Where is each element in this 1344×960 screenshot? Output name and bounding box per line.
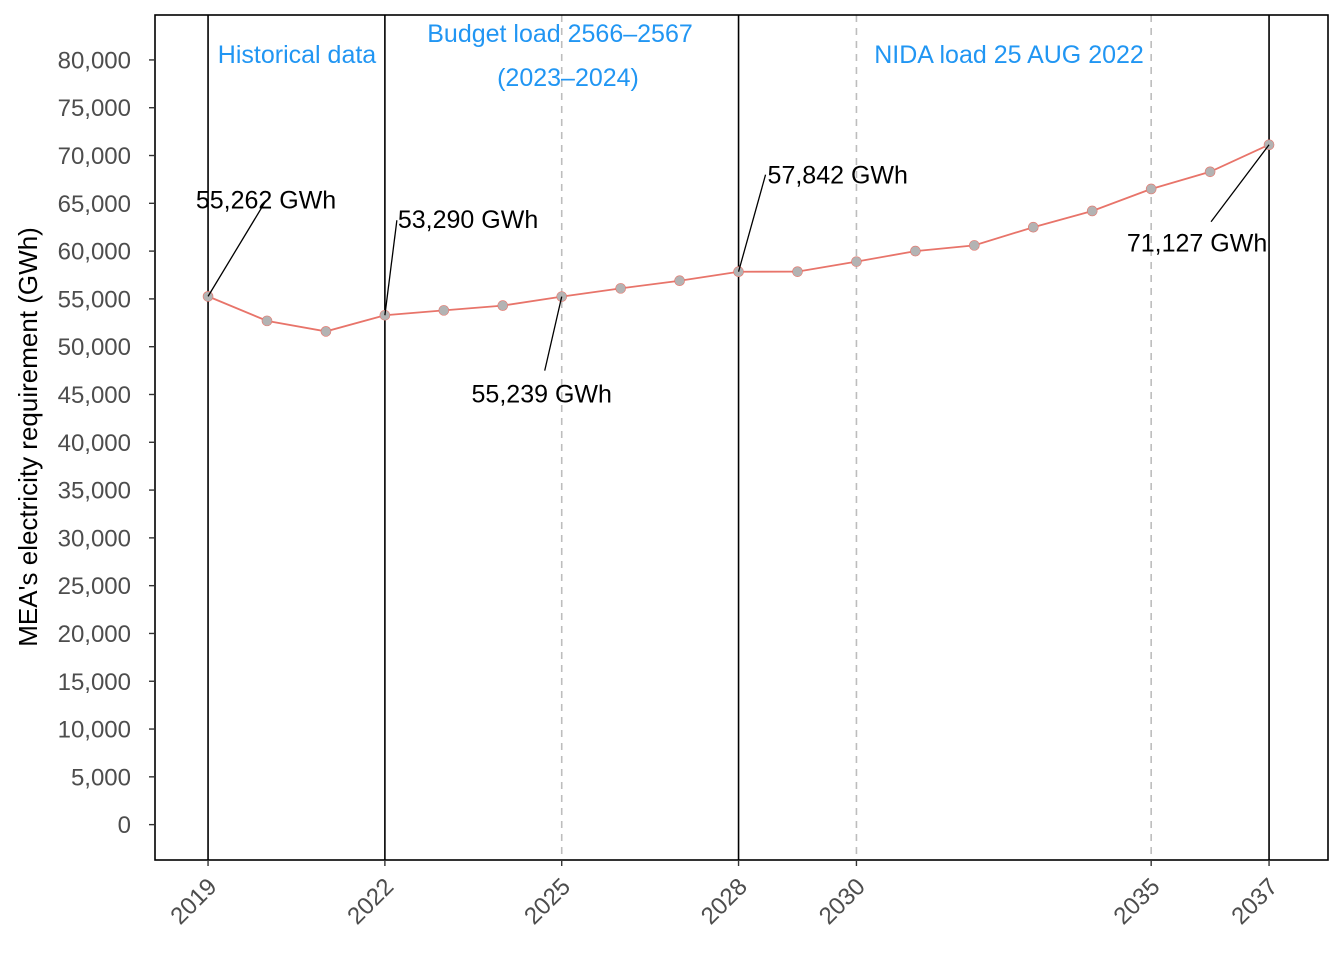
annotation-label: 53,290 GWh	[398, 206, 538, 234]
x-tick-label: 2037	[1226, 873, 1283, 930]
x-tick-label: 2035	[1109, 873, 1166, 930]
data-point	[969, 240, 980, 251]
y-tick-label: 65,000	[58, 191, 131, 218]
region-label-budget-line1: Budget load 2566–2567	[427, 20, 693, 48]
annotation-label: 71,127 GWh	[1127, 230, 1267, 258]
annotation-label: 57,842 GWh	[768, 162, 908, 190]
annotation-leader	[1210, 144, 1270, 223]
plot-panel-border	[154, 14, 1329, 861]
y-tick-label: 10,000	[58, 717, 131, 744]
annotation-leader	[207, 200, 267, 297]
y-tick-label: 20,000	[58, 621, 131, 648]
data-point	[851, 256, 862, 267]
data-point	[1086, 205, 1098, 217]
y-tick-label: 25,000	[58, 573, 131, 600]
annotation-label: 55,262 GWh	[196, 186, 336, 214]
data-point	[320, 326, 332, 337]
y-axis-label: MEA's electricity requirement (GWh)	[13, 227, 43, 647]
x-tick-label: 2028	[696, 873, 753, 930]
data-point	[1204, 166, 1216, 178]
x-tick-label: 2030	[814, 873, 871, 930]
y-tick-label: 40,000	[58, 430, 131, 457]
y-tick-label: 60,000	[58, 239, 131, 266]
data-point	[1027, 221, 1039, 233]
data-point	[910, 245, 921, 257]
y-tick-label: 50,000	[58, 334, 131, 361]
region-label-nida: NIDA load 25 AUG 2022	[874, 41, 1144, 69]
y-tick-label: 80,000	[58, 47, 131, 74]
axis-tick-marks	[149, 59, 1270, 866]
y-tick-label: 45,000	[58, 382, 131, 409]
annotation-leader-lines	[207, 144, 1270, 371]
annotation-leader	[737, 174, 767, 272]
data-annotations: 55,262 GWh 53,290 GWh 55,239 GWh 57,842 GWh…	[196, 162, 1267, 409]
y-tick-label: 15,000	[58, 669, 131, 696]
y-tick-label: 0	[118, 812, 131, 839]
y-axis-tick-labels: 0 5,000 10,000 15,000 20,000 25,000 30,000 35,0…	[58, 47, 131, 839]
data-point	[497, 300, 509, 311]
data-point	[615, 283, 626, 294]
region-label-historical: Historical data	[218, 41, 376, 69]
y-tick-label: 55,000	[58, 286, 131, 313]
region-label-budget-line2: (2023–2024)	[497, 64, 639, 92]
annotation-leader	[384, 220, 398, 316]
y-tick-label: 5,000	[71, 764, 131, 791]
x-axis-tick-labels: 2019 2022 2025 2028 2030 2035 2037	[165, 873, 1283, 930]
data-point	[674, 275, 685, 287]
x-tick-label: 2022	[342, 873, 399, 930]
data-point	[792, 266, 803, 277]
y-tick-label: 30,000	[58, 525, 131, 552]
vertical-reference-lines	[207, 15, 1270, 860]
x-tick-label: 2019	[165, 873, 222, 930]
data-point	[261, 315, 273, 327]
annotation-label: 55,239 GWh	[472, 381, 612, 409]
y-tick-label: 75,000	[58, 95, 131, 122]
y-tick-label: 35,000	[58, 478, 131, 505]
data-point	[438, 305, 450, 316]
y-tick-label: 70,000	[58, 143, 131, 170]
annotation-leader	[544, 296, 563, 371]
data-point	[1145, 183, 1157, 195]
x-tick-label: 2025	[519, 873, 576, 930]
